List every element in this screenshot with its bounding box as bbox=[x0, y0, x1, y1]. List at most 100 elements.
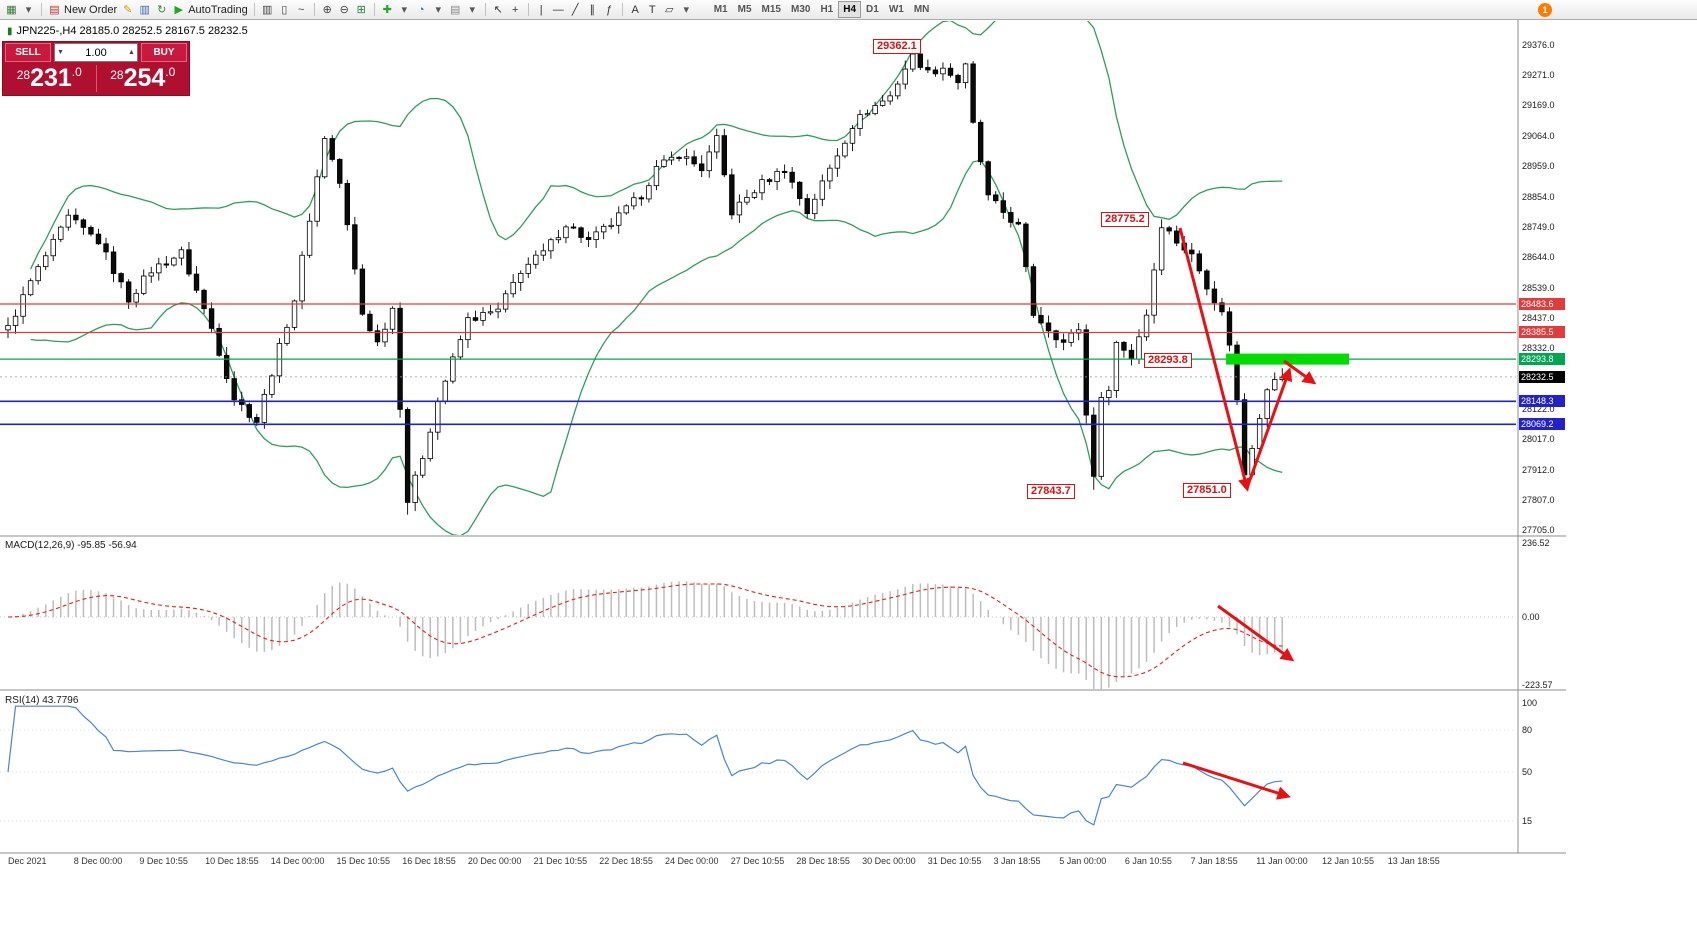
bar-chart-icon[interactable]: ▥ bbox=[259, 2, 276, 18]
indicators-dropdown[interactable]: ▾ bbox=[396, 2, 413, 18]
toolbar-separator bbox=[313, 3, 315, 16]
time-axis-label: 9 Dec 10:55 bbox=[139, 856, 188, 866]
price-axis-tag: 28148.3 bbox=[1519, 395, 1565, 408]
shapes-dropdown[interactable]: ▾ bbox=[678, 2, 695, 18]
horizontal-line-icon[interactable]: — bbox=[550, 2, 567, 18]
trade-panel-divider bbox=[95, 65, 97, 92]
channel-icon[interactable]: ∥ bbox=[584, 2, 601, 18]
macd-scale-label: 236.52 bbox=[1522, 538, 1550, 548]
period-dropdown[interactable]: ▾ bbox=[430, 2, 447, 18]
time-axis-label: Dec 2021 bbox=[8, 856, 47, 866]
zoom-in-icon-glyph: ⊕ bbox=[322, 3, 332, 16]
price-axis-tick: 28332.0 bbox=[1522, 343, 1555, 354]
crosshair-icon[interactable]: + bbox=[507, 2, 524, 18]
timeframe-h4[interactable]: H4 bbox=[838, 1, 862, 18]
volume-input[interactable] bbox=[66, 45, 126, 60]
timeframe-h1[interactable]: H1 bbox=[820, 4, 834, 15]
toolbar: ▦ ▾ ▤ New Order ✎ ▥ ↻ ▶ AutoTrading ▥ ▯ ~ ⊕ ⊖ ⊞ ✚ ▾ ◔ ▾ ▤ ▾ ↖… bbox=[0, 0, 1697, 20]
volume-up-button[interactable]: ▲ bbox=[128, 49, 135, 56]
price-axis-tick: 28854.0 bbox=[1522, 191, 1555, 202]
text-icon[interactable]: A bbox=[627, 2, 644, 18]
price-annotation[interactable]: 27843.7 bbox=[1027, 484, 1075, 499]
price-annotation[interactable]: 28775.2 bbox=[1101, 212, 1149, 227]
candlestick-chart-icon[interactable]: ▯ bbox=[276, 2, 293, 18]
volume-control: ▼ ▲ bbox=[54, 43, 138, 62]
period-dropdown-glyph: ▾ bbox=[435, 3, 441, 16]
timeframe-m5[interactable]: M5 bbox=[737, 4, 752, 15]
toolbar-separator bbox=[41, 3, 42, 16]
autotrading-button-glyph: ▶ bbox=[174, 3, 183, 16]
panel-frames bbox=[0, 20, 1566, 854]
new-chart-dropdown[interactable]: ▾ bbox=[20, 2, 37, 18]
metaeditor-icon-glyph: ✎ bbox=[123, 3, 133, 16]
zoom-out-icon[interactable]: ⊖ bbox=[336, 2, 353, 18]
one-click-trading-panel: SELL ▼ ▲ BUY 28231.0 28254.0 bbox=[2, 41, 190, 96]
fibonacci-icon-glyph: ƒ bbox=[606, 3, 613, 16]
trend-arrows[interactable] bbox=[1178, 227, 1317, 800]
time-axis-label: 27 Dec 10:55 bbox=[730, 856, 785, 866]
vertical-line-icon[interactable]: | bbox=[533, 2, 550, 18]
toolbar-separator bbox=[527, 3, 529, 16]
shapes-icon[interactable]: ▱ bbox=[661, 2, 678, 18]
rsi-scale-label: 100 bbox=[1522, 698, 1538, 708]
shapes-icon-glyph: ▱ bbox=[664, 3, 674, 16]
macd-scale-label: -223.57 bbox=[1522, 680, 1553, 690]
price-annotation[interactable]: 27851.0 bbox=[1183, 483, 1231, 498]
price-axis-tick: 29064.0 bbox=[1522, 130, 1555, 141]
zoom-out-icon-glyph: ⊖ bbox=[339, 3, 349, 16]
price-annotation[interactable]: 29362.1 bbox=[873, 39, 921, 54]
timeframe-mn[interactable]: MN bbox=[913, 4, 930, 15]
macd-signal-line bbox=[7, 583, 1283, 678]
templates-dropdown-glyph: ▾ bbox=[469, 3, 475, 16]
tile-windows-icon[interactable]: ⊞ bbox=[353, 2, 370, 18]
new-chart-icon[interactable]: ▦ bbox=[3, 2, 20, 18]
buy-price-prefix: 28 bbox=[110, 68, 124, 82]
metaeditor-icon[interactable]: ✎ bbox=[119, 2, 136, 18]
rsi-scale-label: 15 bbox=[1522, 816, 1533, 826]
time-axis-label: 12 Jan 10:55 bbox=[1322, 856, 1375, 866]
timeframe-w1[interactable]: W1 bbox=[888, 4, 904, 15]
price-axis-tag: 28293.8 bbox=[1519, 353, 1565, 366]
price-annotation[interactable]: 28293.8 bbox=[1144, 353, 1192, 368]
zoom-in-icon[interactable]: ⊕ bbox=[319, 2, 336, 18]
time-axis-label: 7 Jan 18:55 bbox=[1190, 856, 1238, 866]
notifications-badge[interactable]: 1 bbox=[1538, 3, 1552, 17]
timeframe-m1[interactable]: M1 bbox=[713, 4, 728, 15]
timeframe-m15[interactable]: M15 bbox=[761, 4, 781, 15]
templates-icon[interactable]: ▤ bbox=[447, 2, 464, 18]
strategy-tester-icon[interactable]: ↻ bbox=[153, 2, 170, 18]
new-order-button-glyph: ▤ bbox=[49, 3, 60, 16]
highlight-zone[interactable] bbox=[1226, 353, 1349, 365]
new-order-button[interactable]: ▤ New Order bbox=[46, 2, 119, 18]
period-icon[interactable]: ◔ bbox=[413, 2, 430, 18]
buy-button[interactable]: BUY bbox=[141, 43, 187, 62]
rsi-scale-label: 80 bbox=[1522, 725, 1533, 735]
indicators-icon-glyph: ✚ bbox=[382, 3, 392, 16]
price-axis-tick: 29169.0 bbox=[1522, 100, 1555, 111]
sell-button[interactable]: SELL bbox=[5, 43, 51, 62]
volume-down-button[interactable]: ▼ bbox=[57, 49, 64, 56]
fibonacci-icon[interactable]: ƒ bbox=[601, 2, 618, 18]
market-watch-icon-glyph: ▥ bbox=[139, 3, 150, 16]
trendline-icon-glyph: ╱ bbox=[571, 3, 579, 16]
line-chart-icon-glyph: ~ bbox=[298, 3, 305, 16]
sell-price[interactable]: 28231.0 bbox=[3, 63, 96, 94]
templates-dropdown[interactable]: ▾ bbox=[464, 2, 481, 18]
timeframe-d1[interactable]: D1 bbox=[866, 4, 879, 15]
market-watch-icon[interactable]: ▥ bbox=[136, 2, 153, 18]
indicators-dropdown-glyph: ▾ bbox=[401, 3, 407, 16]
timeframe-m30[interactable]: M30 bbox=[790, 4, 811, 15]
autotrading-button[interactable]: ▶ AutoTrading bbox=[170, 2, 250, 18]
cursor-icon[interactable]: ↖ bbox=[490, 2, 507, 18]
price-axis-tick: 27912.0 bbox=[1522, 464, 1555, 475]
line-chart-icon[interactable]: ~ bbox=[293, 2, 310, 18]
red-arrow-5 bbox=[1182, 761, 1291, 800]
text-label-icon[interactable]: T bbox=[644, 2, 661, 18]
indicators-icon[interactable]: ✚ bbox=[379, 2, 396, 18]
tile-windows-icon-glyph: ⊞ bbox=[356, 3, 366, 16]
buy-price[interactable]: 28254.0 bbox=[97, 63, 190, 94]
toolbar-separator bbox=[621, 3, 623, 16]
trendline-icon[interactable]: ╱ bbox=[567, 2, 584, 18]
toolbar-separator bbox=[253, 3, 255, 16]
